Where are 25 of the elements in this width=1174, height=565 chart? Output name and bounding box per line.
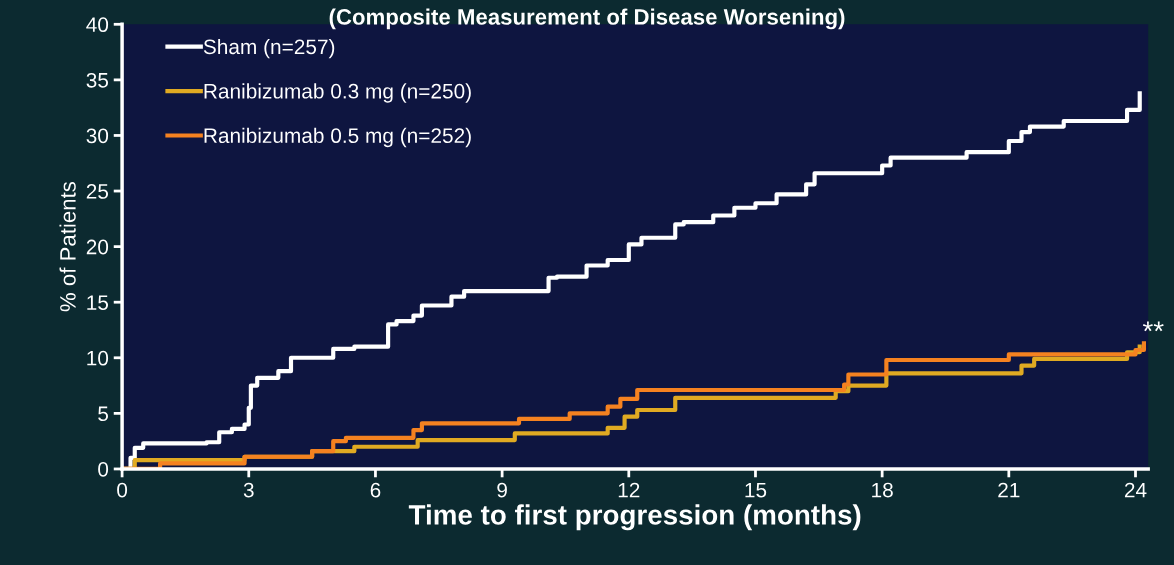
annotation: ** <box>1142 321 1164 332</box>
y-tick-label: 25 <box>86 184 109 199</box>
x-tick-label: 9 <box>497 482 507 498</box>
x-tick-label: 18 <box>872 482 893 498</box>
x-tick-label: 12 <box>618 482 640 498</box>
y-tick-label: 30 <box>86 128 109 144</box>
legend-label: Ranibizumab 0.3 mg (n=250) <box>204 83 471 103</box>
x-tick-label: 6 <box>370 482 381 498</box>
y-tick-label: 40 <box>86 17 109 33</box>
y-tick-label: 0 <box>98 461 109 477</box>
x-tick-label: 21 <box>998 482 1020 498</box>
x-tick-label: 0 <box>117 482 128 498</box>
y-tick-label: 15 <box>87 295 109 310</box>
y-axis-title: % of Patients <box>59 181 76 312</box>
legend-label: Sham (n=257) <box>203 38 335 59</box>
x-axis-title: Time to first progression (months) <box>408 504 861 531</box>
x-tick-label: 15 <box>745 482 767 498</box>
x-tick-label: 3 <box>243 482 254 498</box>
legend-label: Ranibizumab 0.5 mg (n=252) <box>204 127 471 148</box>
chart-title: (Composite Measurement of Disease Worsening) <box>329 8 845 30</box>
x-tick-label: 24 <box>1124 482 1147 498</box>
y-tick-label: 35 <box>86 72 109 88</box>
y-tick-label: 5 <box>98 406 109 422</box>
y-tick-label: 20 <box>86 239 109 255</box>
y-tick-label: 10 <box>87 350 109 366</box>
